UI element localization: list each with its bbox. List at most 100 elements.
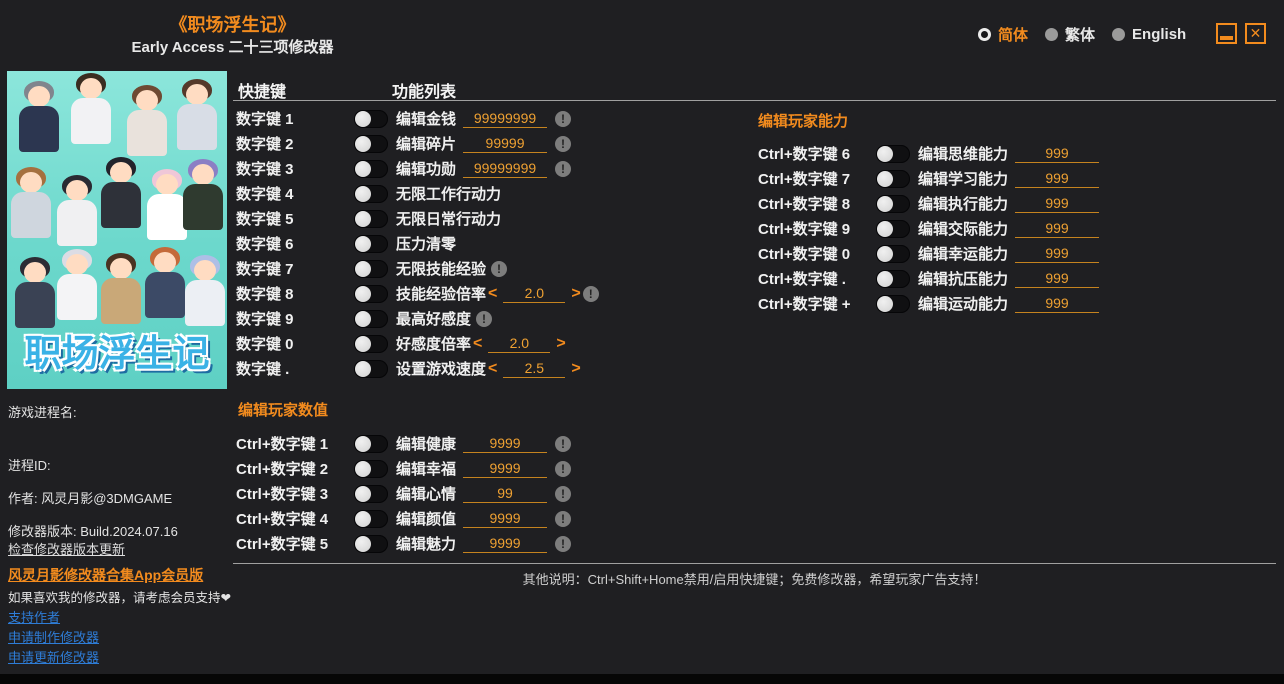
function-label: 无限技能经验 (396, 261, 487, 278)
toggle-switch[interactable] (354, 459, 388, 478)
trainer-row: Ctrl+数字键 7 编辑学习能力 999 (758, 166, 1278, 191)
toggle-switch[interactable] (354, 184, 388, 203)
function-label: 编辑功勋 (396, 161, 457, 178)
function-label: 编辑魅力 (396, 536, 457, 553)
toggle-switch[interactable] (354, 109, 388, 128)
toggle-knob (877, 220, 893, 237)
character-head (192, 164, 214, 185)
value-input[interactable]: 999 (1015, 219, 1100, 238)
toggle-knob (877, 170, 893, 187)
toggle-switch[interactable] (876, 294, 910, 313)
cover-character (55, 175, 99, 247)
toggle-switch[interactable] (354, 509, 388, 528)
toggle-switch[interactable] (354, 484, 388, 503)
character-head (186, 84, 208, 105)
toggle-switch[interactable] (354, 534, 388, 553)
function-label: 编辑学习能力 (918, 171, 1009, 188)
function-label: 编辑颜值 (396, 511, 457, 528)
stepper-decrease-arrow[interactable]: < (473, 334, 483, 352)
trainer-row: 数字键 9 最高好感度! (236, 306, 751, 331)
trainer-row: 数字键 2 编辑碎片 99999! (236, 131, 751, 156)
stepper-decrease-arrow[interactable]: < (488, 284, 498, 302)
toggle-switch[interactable] (354, 284, 388, 303)
toggle-switch[interactable] (876, 244, 910, 263)
value-input[interactable]: 999 (1015, 144, 1100, 163)
toggle-switch[interactable] (876, 144, 910, 163)
stepper-value-input[interactable]: 2.0 (488, 334, 551, 353)
toggle-switch[interactable] (354, 234, 388, 253)
cover-character (125, 85, 169, 157)
value-input[interactable]: 99999999 (463, 159, 548, 178)
stepper-value-input[interactable]: 2.0 (503, 284, 566, 303)
character-head (66, 254, 88, 275)
trainer-row: 数字键 . 设置游戏速度 <2.5 > (236, 356, 751, 381)
language-switch: 简体 繁体 English (978, 24, 1203, 45)
check-update-link[interactable]: 检查修改器版本更新 (8, 542, 126, 557)
minimize-icon (1220, 36, 1233, 40)
author-label: 作者: 风灵月影@3DMGAME (8, 491, 173, 506)
stepper-value-input[interactable]: 2.5 (503, 359, 566, 378)
request-make-trainer-link[interactable]: 申请制作修改器 (8, 630, 100, 645)
stepper-increase-arrow[interactable]: > (571, 359, 581, 377)
main-function-list: 数字键 1 编辑金钱 99999999! 数字键 2 编辑碎片 99999! 数字键 3 编辑… (236, 106, 751, 381)
support-author-link[interactable]: 支持作者 (8, 610, 61, 625)
character-body (19, 106, 59, 152)
value-input[interactable]: 999 (1015, 294, 1100, 313)
character-head (28, 86, 50, 107)
toggle-switch[interactable] (876, 194, 910, 213)
character-head (194, 260, 216, 281)
language-option[interactable]: 简体 (978, 24, 1028, 45)
toggle-switch[interactable] (354, 434, 388, 453)
hotkey-label: 数字键 7 (236, 261, 294, 278)
value-input[interactable]: 99999999 (463, 109, 548, 128)
hotkey-label: 数字键 1 (236, 111, 294, 128)
function-label: 设置游戏速度 (396, 361, 487, 378)
value-input[interactable]: 99999 (463, 134, 548, 153)
language-option[interactable]: 繁体 (1045, 24, 1095, 45)
character-head (24, 262, 46, 283)
toggle-switch[interactable] (354, 259, 388, 278)
value-input[interactable]: 999 (1015, 269, 1100, 288)
language-option[interactable]: English (1112, 26, 1186, 43)
toggle-switch[interactable] (354, 309, 388, 328)
cover-character (55, 249, 99, 321)
close-button[interactable]: ✕ (1245, 23, 1266, 44)
footer-divider (233, 563, 1276, 564)
request-update-trainer-link[interactable]: 申请更新修改器 (8, 650, 100, 665)
close-icon: ✕ (1249, 25, 1262, 41)
value-input[interactable]: 999 (1015, 169, 1100, 188)
value-input[interactable]: 99 (463, 484, 548, 503)
warning-icon: ! (555, 460, 572, 477)
trainer-subtitle: Early Access 二十三项修改器 (131, 39, 334, 56)
stepper-decrease-arrow[interactable]: < (488, 359, 498, 377)
toggle-knob (355, 135, 371, 152)
toggle-switch[interactable] (876, 269, 910, 288)
value-input[interactable]: 9999 (463, 509, 548, 528)
hotkey-label: Ctrl+数字键 3 (236, 486, 329, 503)
membership-app-link[interactable]: 风灵月影修改器合集App会员版 (8, 567, 204, 583)
warning-icon: ! (491, 260, 508, 277)
toggle-switch[interactable] (354, 159, 388, 178)
trainer-row: 数字键 4 无限工作行动力 (236, 181, 751, 206)
stepper-increase-arrow[interactable]: > (571, 284, 581, 302)
function-column-header: 功能列表 (392, 84, 457, 101)
value-input[interactable]: 9999 (463, 534, 548, 553)
value-input[interactable]: 9999 (463, 434, 548, 453)
toggle-switch[interactable] (354, 134, 388, 153)
hotkey-label: Ctrl+数字键 2 (236, 461, 329, 478)
warning-icon: ! (582, 285, 599, 302)
stepper-increase-arrow[interactable]: > (556, 334, 566, 352)
toggle-switch[interactable] (876, 219, 910, 238)
toggle-switch[interactable] (876, 169, 910, 188)
trainer-row: Ctrl+数字键 4 编辑颜值 9999! (236, 506, 751, 531)
value-input[interactable]: 999 (1015, 194, 1100, 213)
toggle-switch[interactable] (354, 209, 388, 228)
toggle-knob (355, 110, 371, 127)
value-input[interactable]: 9999 (463, 459, 548, 478)
toggle-switch[interactable] (354, 359, 388, 378)
minimize-button[interactable] (1216, 23, 1237, 44)
toggle-switch[interactable] (354, 334, 388, 353)
character-head (154, 252, 176, 273)
value-input[interactable]: 999 (1015, 244, 1100, 263)
game-title: 《职场浮生记》 (169, 15, 296, 35)
